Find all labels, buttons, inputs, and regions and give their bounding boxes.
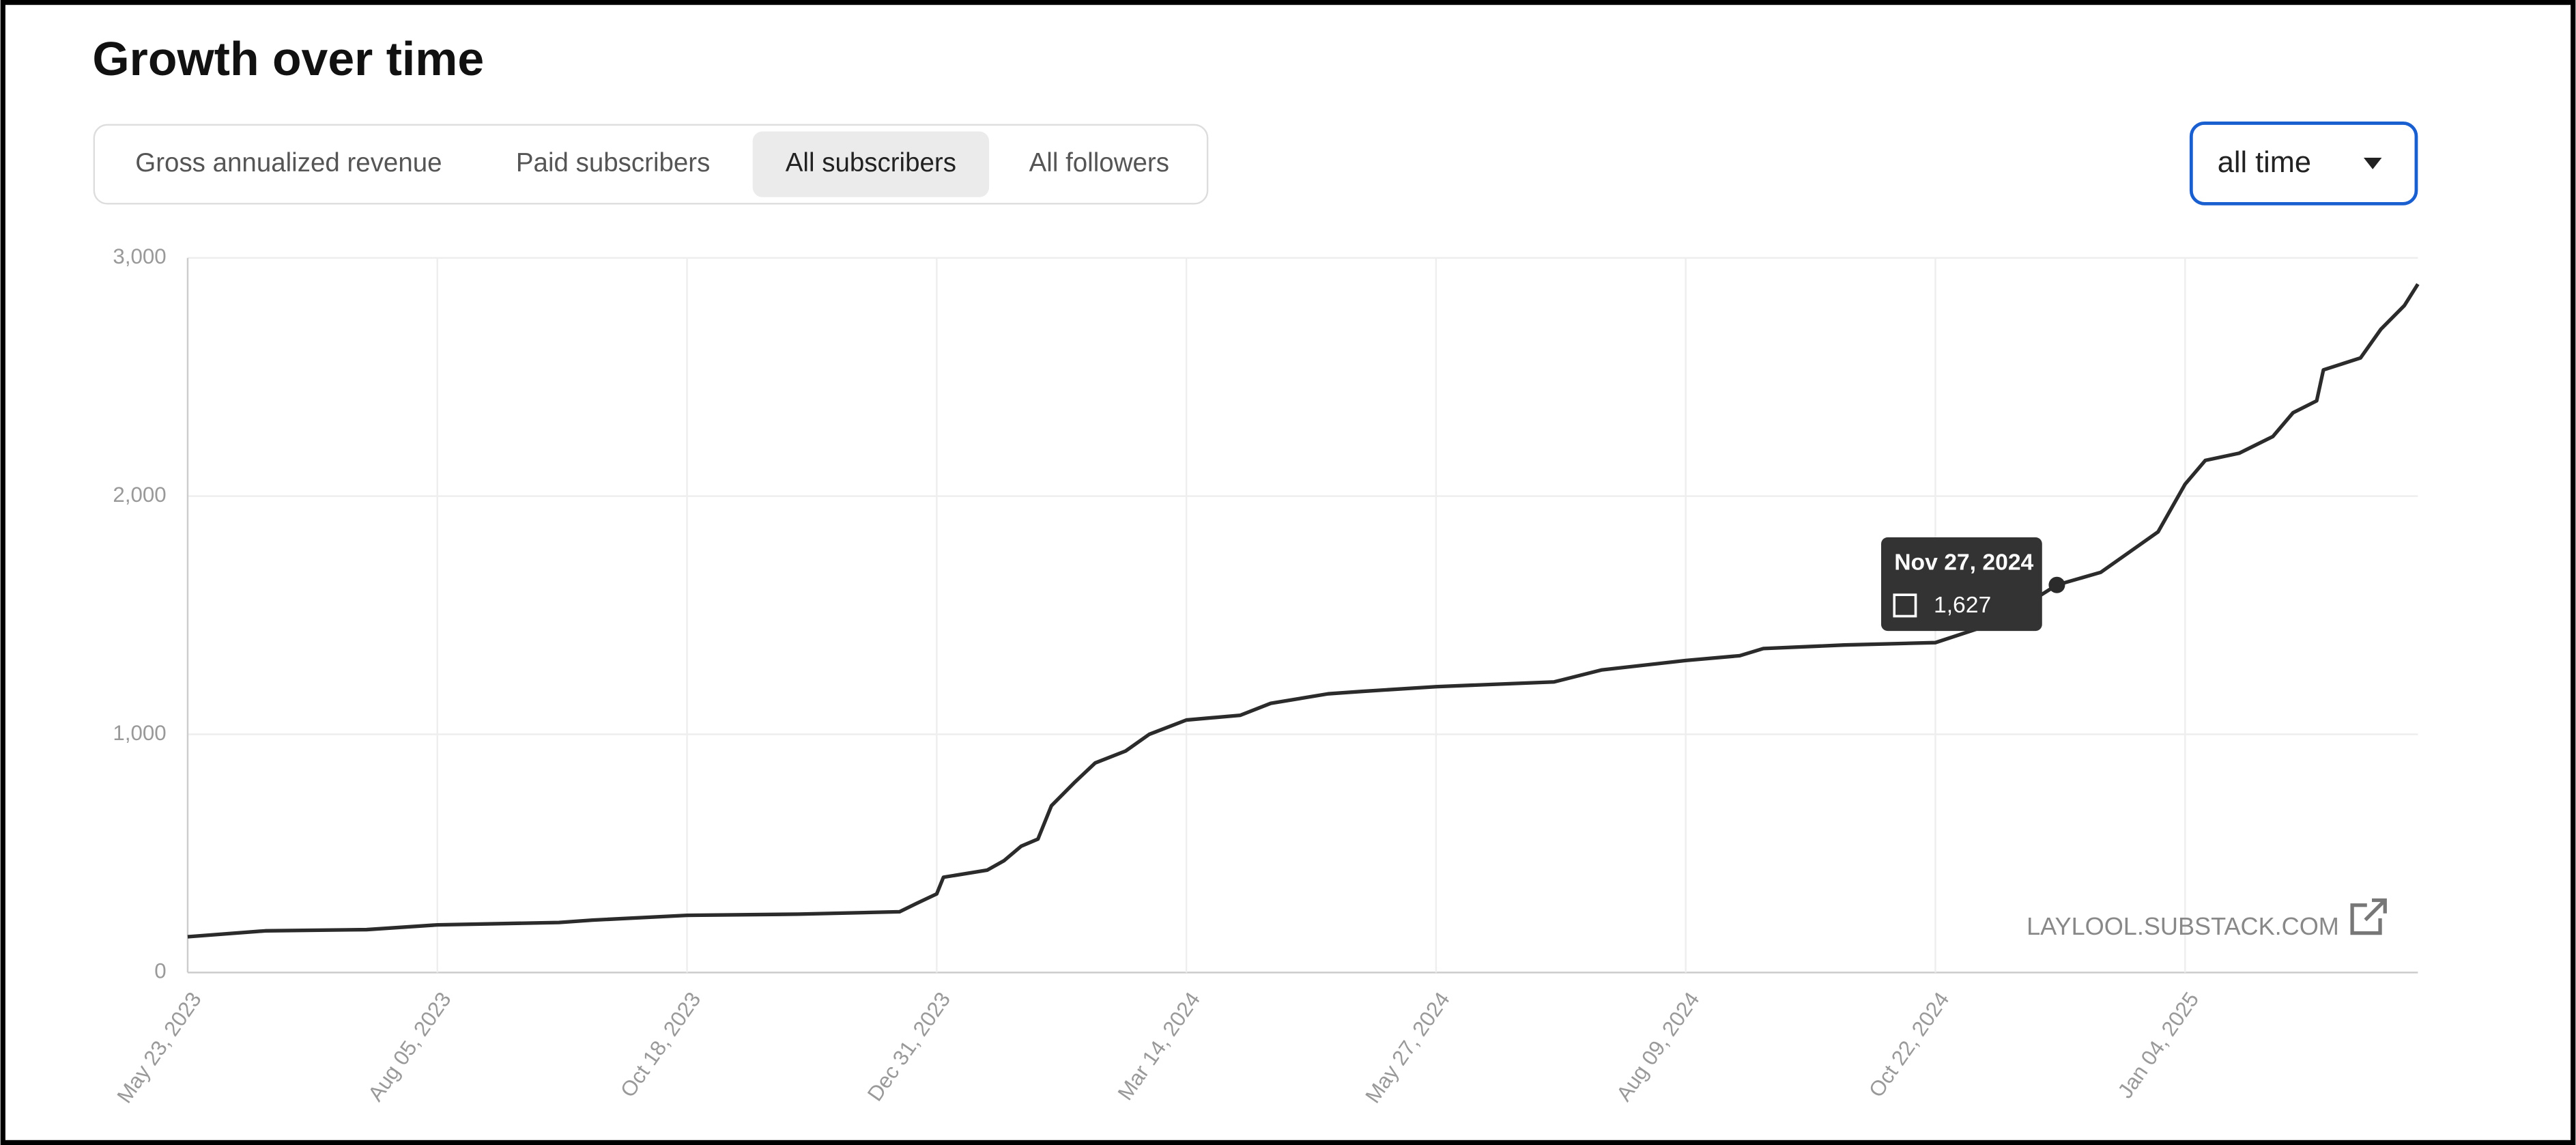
tab[interactable]: All followers xyxy=(1029,148,1169,178)
tab[interactable]: Paid subscribers xyxy=(516,148,710,178)
range-select-label[interactable]: all time xyxy=(2218,146,2311,179)
range-select[interactable] xyxy=(2189,122,2418,206)
external-link-icon[interactable] xyxy=(2350,898,2387,935)
tooltip-swatch xyxy=(1893,593,1917,618)
tab-active-bg[interactable] xyxy=(752,131,990,197)
y-tick-label: 3,000 xyxy=(113,244,166,268)
tooltip xyxy=(1880,537,2042,632)
tooltip-date: Nov 27, 2024 xyxy=(1894,550,2033,575)
dropdown-arrow[interactable] xyxy=(2363,157,2382,169)
chart-title: Growth over time xyxy=(92,32,484,85)
y-tick-label: 1,000 xyxy=(113,721,166,745)
y-tick-label: 0 xyxy=(154,959,166,983)
tooltip-value: 1,627 xyxy=(1934,593,1991,618)
y-tick-label: 2,000 xyxy=(113,483,166,507)
tab[interactable]: Gross annualized revenue xyxy=(135,148,442,178)
series-line xyxy=(187,283,2420,939)
tab[interactable]: All subscribers xyxy=(786,148,956,178)
hover-point xyxy=(2048,576,2065,593)
watermark: LAYLOOL.SUBSTACK.COM xyxy=(2027,912,2339,940)
tabs: Gross annualized revenue Paid subscribers… xyxy=(135,131,1169,197)
